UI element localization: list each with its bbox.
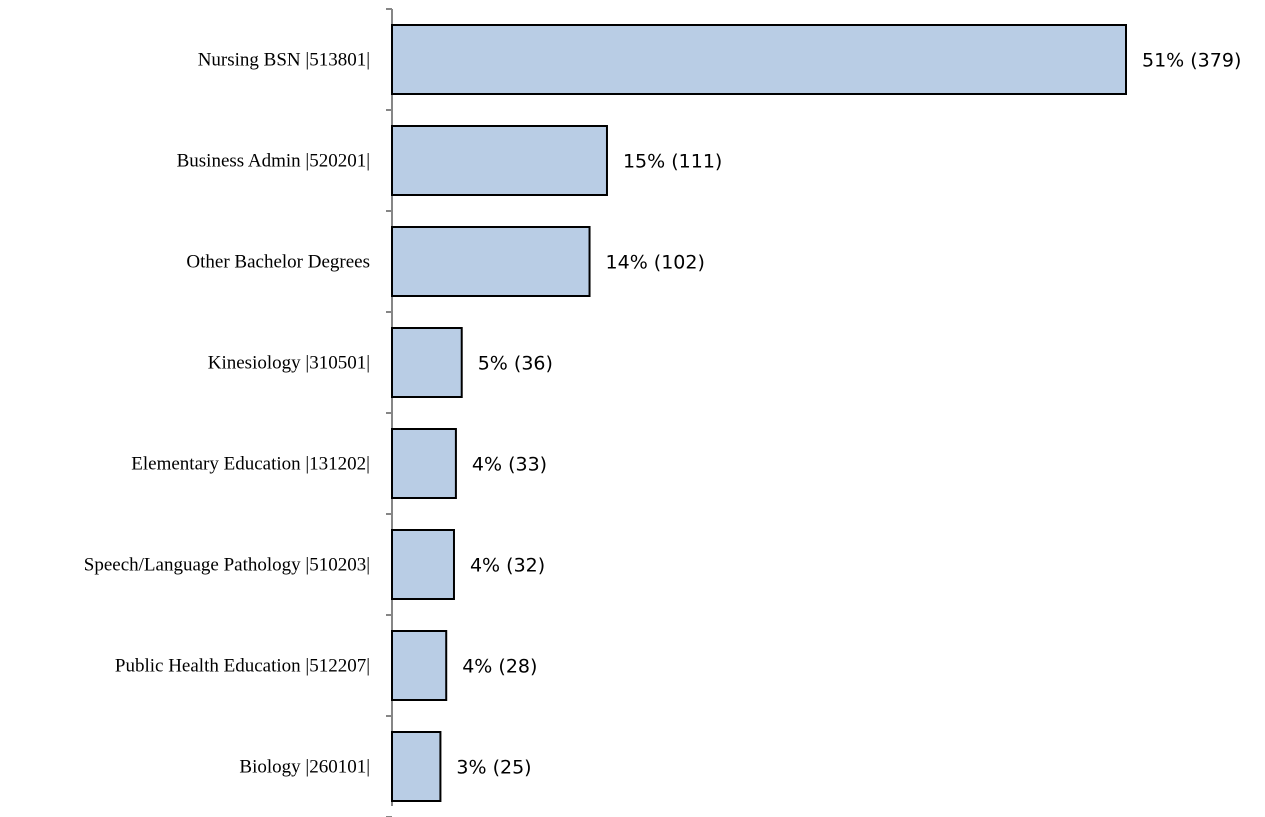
category-label: Speech/Language Pathology |510203| bbox=[84, 555, 370, 576]
data-label: 4% (33) bbox=[472, 454, 547, 476]
data-label: 5% (36) bbox=[478, 353, 553, 375]
labels-group: Nursing BSN |513801| 51% (379) Business Ad… bbox=[84, 50, 1242, 779]
bars-group bbox=[391, 24, 1127, 802]
bar bbox=[391, 125, 608, 196]
bar bbox=[391, 731, 442, 802]
data-label: 14% (102) bbox=[606, 252, 705, 274]
category-label: Biology |260101| bbox=[239, 757, 370, 778]
data-label: 4% (28) bbox=[462, 656, 537, 678]
category-label: Elementary Education |131202| bbox=[131, 454, 370, 475]
data-label: 15% (111) bbox=[623, 151, 722, 173]
category-label: Business Admin |520201| bbox=[177, 151, 370, 172]
bar bbox=[391, 327, 463, 398]
category-label: Other Bachelor Degrees bbox=[186, 252, 370, 273]
bar bbox=[391, 24, 1127, 95]
data-label: 51% (379) bbox=[1142, 50, 1241, 72]
category-label: Kinesiology |310501| bbox=[208, 353, 370, 374]
category-label: Nursing BSN |513801| bbox=[198, 50, 370, 71]
bar bbox=[391, 630, 448, 701]
category-label: Public Health Education |512207| bbox=[115, 656, 370, 677]
data-label: 4% (32) bbox=[470, 555, 545, 577]
bar bbox=[391, 428, 457, 499]
bar bbox=[391, 226, 591, 297]
bar bbox=[391, 529, 455, 600]
data-label: 3% (25) bbox=[456, 757, 531, 779]
